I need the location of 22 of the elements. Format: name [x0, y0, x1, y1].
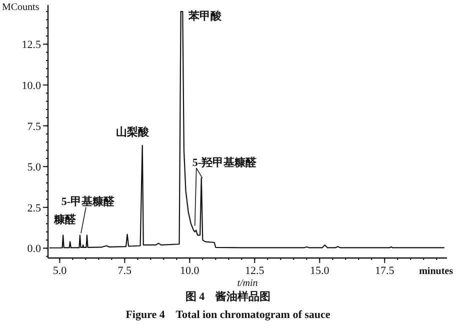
- annotation: 山梨酸: [116, 125, 150, 138]
- x2-axis-title: minutes: [419, 266, 454, 277]
- y-tick-label: 5.0: [27, 162, 42, 174]
- annotation: 苯甲酸: [188, 10, 223, 23]
- x-tick-label: 7.5: [118, 265, 132, 277]
- x-tick-label: 15.0: [310, 265, 330, 277]
- x-axis-title: t/min: [237, 278, 258, 289]
- text: Figure 4 Total ion chromatogram of sauce: [126, 309, 330, 321]
- x-tick-label: 10.0: [180, 265, 200, 277]
- text: 图 4 酱油样品图: [185, 290, 271, 303]
- x-tick-label: 12.5: [245, 265, 265, 277]
- y-axis-title: MCounts: [2, 2, 40, 13]
- y-tick-label: 7.5: [27, 120, 42, 133]
- annotation: 糠醛: [53, 213, 78, 226]
- y-tick-label: 2.5: [27, 202, 42, 214]
- y-tick-label: 12.5: [22, 39, 42, 52]
- annotation: 5-羟甲基糠醛: [192, 156, 258, 170]
- x-tick-label: 17.5: [374, 265, 395, 277]
- y-tick-label: 0.0: [27, 243, 42, 256]
- x-tick-label: 5.0: [52, 265, 68, 277]
- annotation: 5-甲基糠醛: [61, 195, 116, 208]
- y-tick-label: 10.0: [22, 80, 42, 92]
